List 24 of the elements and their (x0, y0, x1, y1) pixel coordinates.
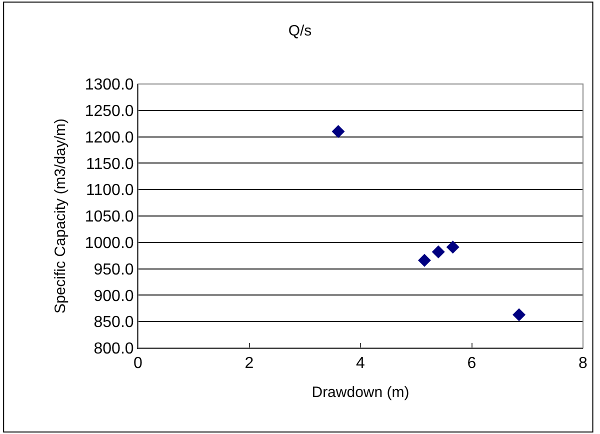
point (446, 240, 460, 254)
point (418, 254, 431, 267)
y-tick-label: 950.0 (94, 261, 134, 278)
x-tick-label: 4 (356, 355, 366, 372)
x-tick-label: 2 (244, 355, 254, 372)
y-tick-label: 1300.0 (84, 76, 134, 94)
y-tick-label: 1100.0 (86, 182, 134, 200)
y-tick-label: 1000.0 (84, 235, 134, 252)
y-tick-label: 1200.0 (84, 129, 134, 146)
chart-title: Q/s (288, 22, 312, 40)
y-axis-title: Specific Capacity (m3/day/m) (52, 118, 70, 314)
y-tick-label: 1250.0 (84, 103, 134, 120)
x-tick-label: 0 (134, 355, 143, 372)
y-tick-label: 850.0 (94, 314, 134, 332)
y-tick-label: 1150.0 (86, 156, 134, 173)
y-tick-label: 900.0 (94, 288, 134, 305)
x-tick-label: 6 (467, 355, 476, 372)
y-tick-label: 1050.0 (84, 208, 134, 226)
point (332, 125, 345, 138)
point (512, 308, 526, 322)
x-tick-label: 8 (578, 355, 588, 372)
y-tick-label: 800.0 (94, 340, 134, 358)
x-axis-title: Drawdown (m) (312, 384, 410, 402)
point (432, 245, 445, 258)
